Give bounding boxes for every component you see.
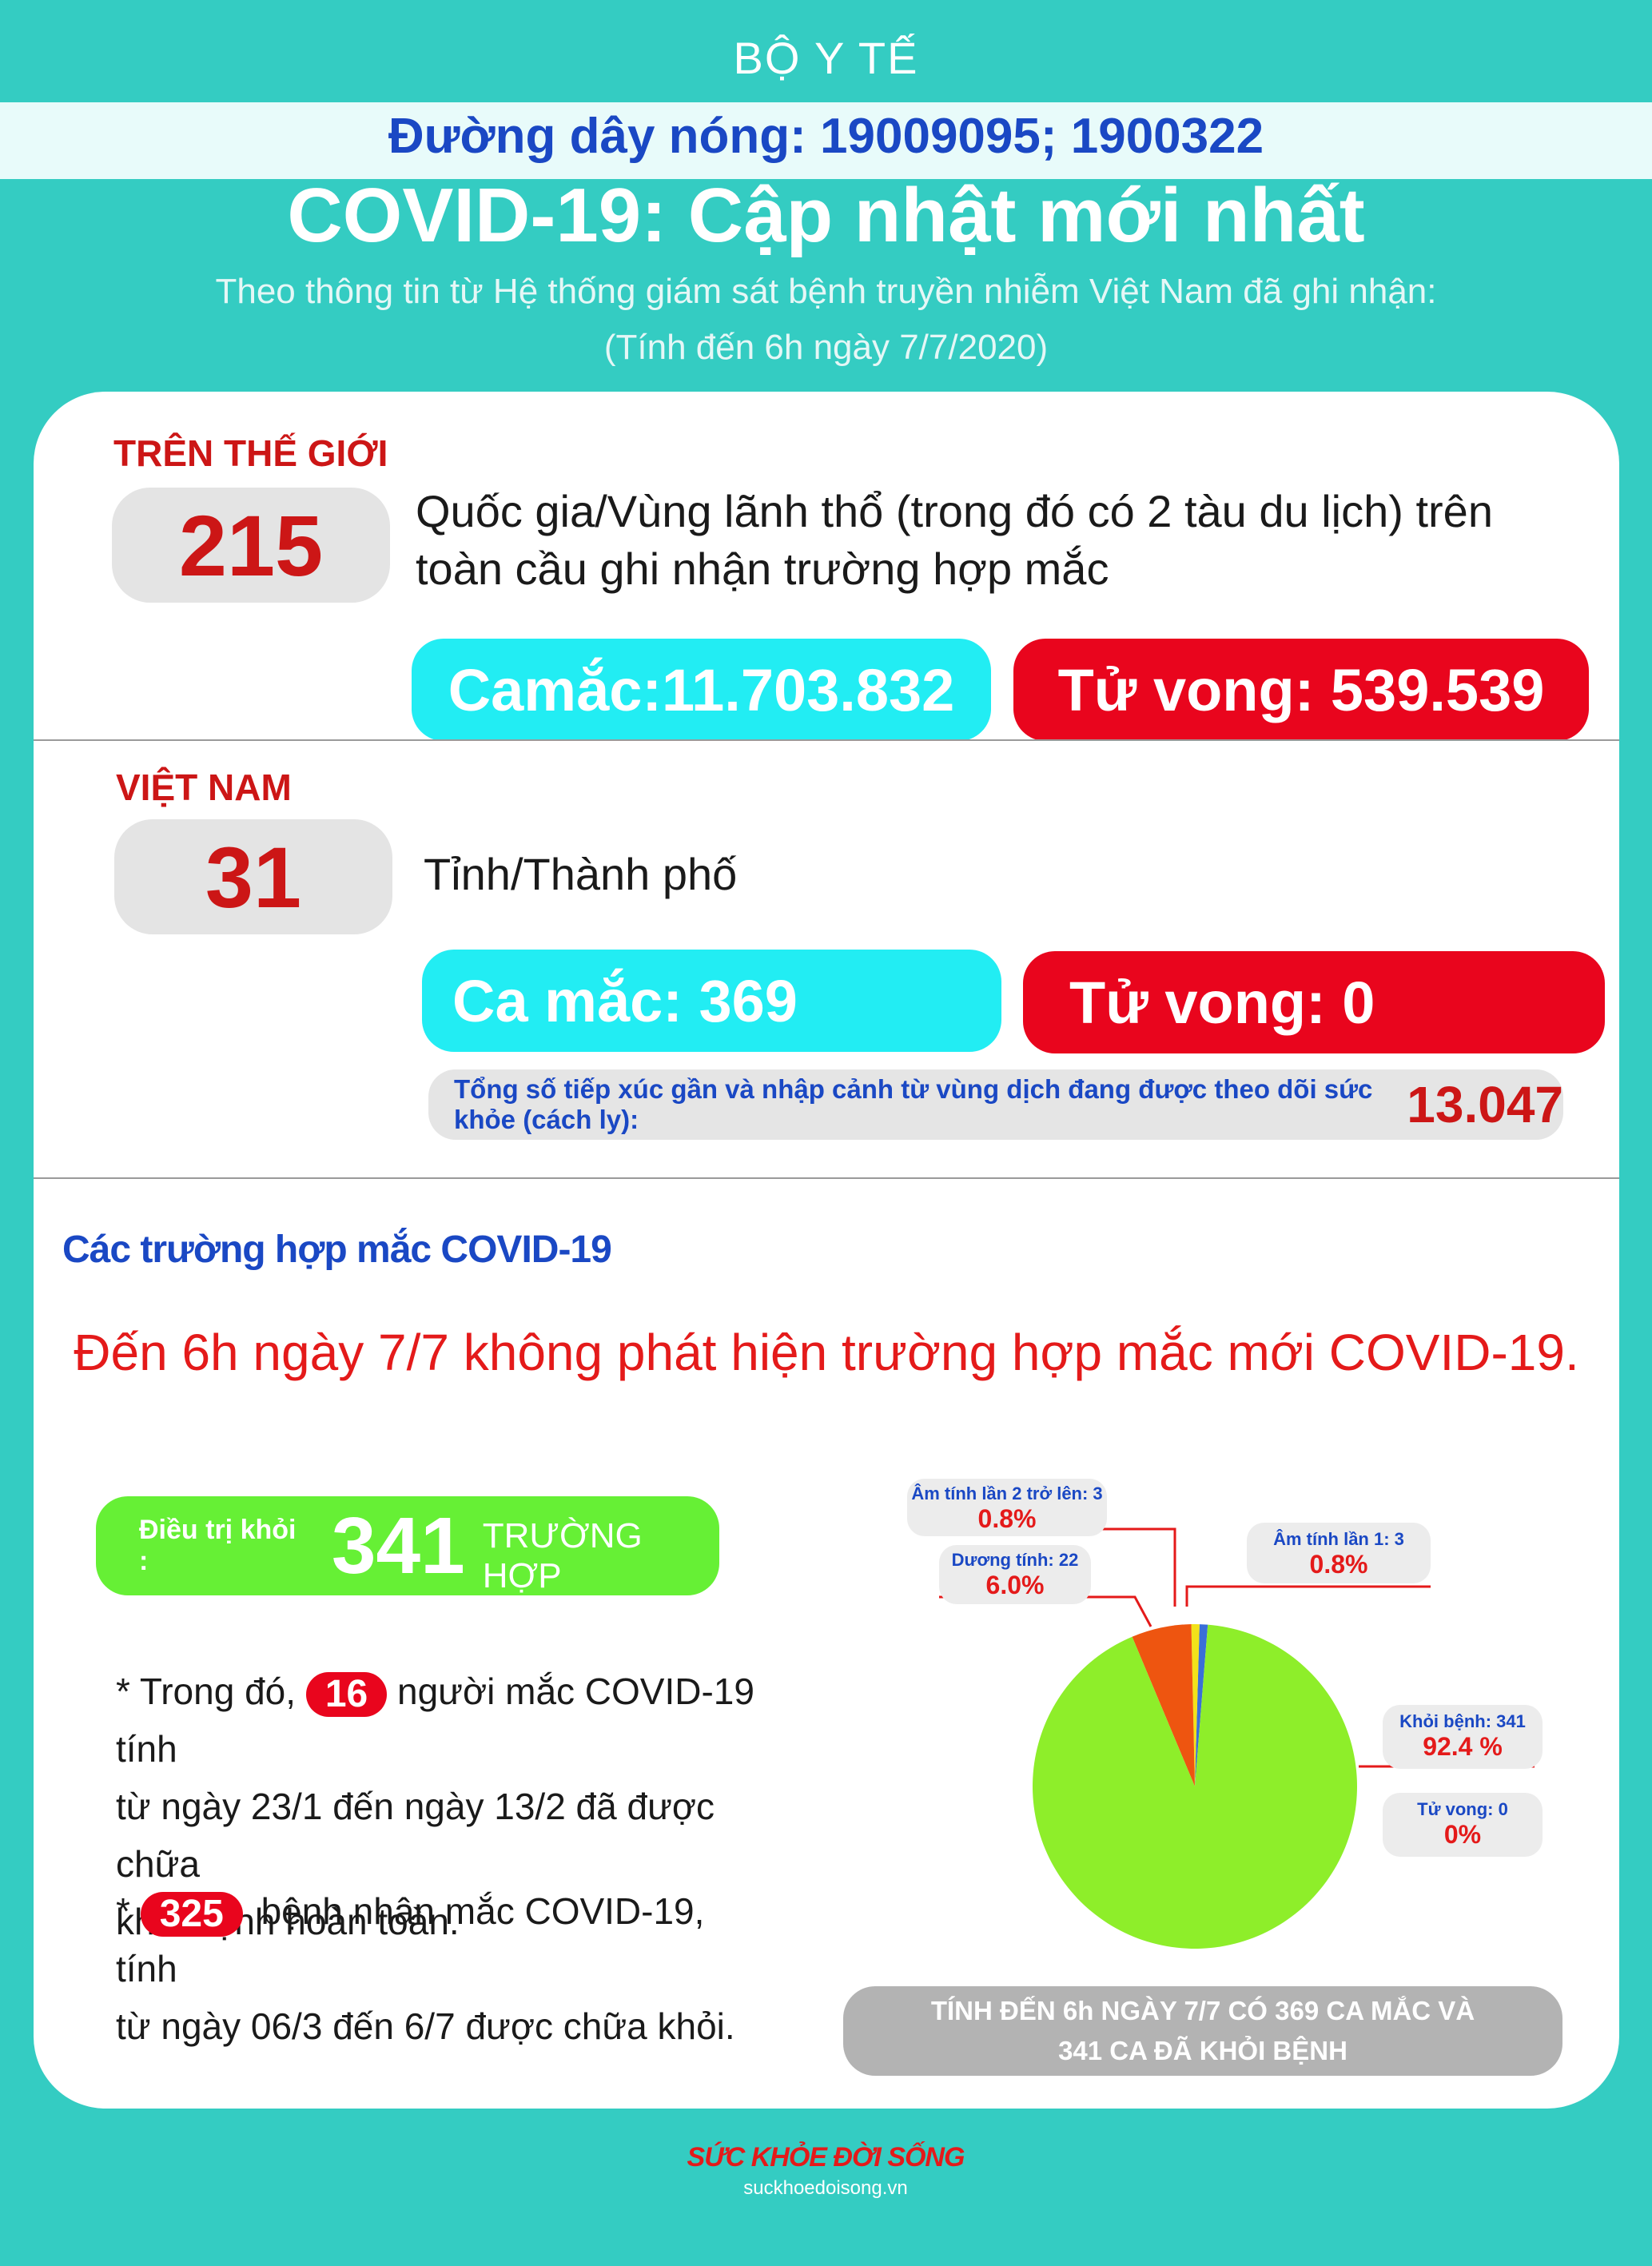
world-description: Quốc gia/Vùng lãnh thổ (trong đó có 2 tà…	[416, 486, 1493, 594]
label-deaths-pct: 0%	[1443, 1820, 1482, 1849]
recovered-unit: TRƯỜNG HỢP	[482, 1516, 643, 1595]
world-label: TRÊN THẾ GIỚI	[113, 432, 388, 474]
logo: SỨC KHỎE ĐỜI SỐNG	[687, 2142, 965, 2172]
vietnam-cases: Ca mắc: 369	[452, 967, 798, 1034]
label-positive-name: Dương tính: 22	[951, 1550, 1079, 1570]
vietnam-cases-pill: Ca mắc: 369	[422, 950, 1001, 1052]
page-title: COVID-19: Cập nhật mới nhất	[287, 173, 1365, 258]
slice-recovered	[1033, 1624, 1358, 1949]
vietnam-count: 31	[114, 819, 392, 934]
note1-rest: người mắc COVID-19 tính	[116, 1671, 754, 1770]
vietnam-label: VIỆT NAM	[116, 767, 292, 808]
vietnam-deaths-pill: Tử vong: 0	[1023, 951, 1605, 1053]
world-deaths: Tử vong: 539.539	[1057, 656, 1545, 723]
note2-prefix: *	[116, 1890, 130, 1932]
vietnam-deaths: Tử vong: 0	[1069, 969, 1375, 1036]
note-second-wave: * 325 bệnh nhân mắc COVID-19, tính từ ng…	[116, 1882, 771, 2055]
vietnam-description: Tỉnh/Thành phố	[424, 849, 738, 899]
leader-line-neg1	[1185, 1585, 1431, 1607]
label-recovered-pct: 92.4 %	[1423, 1732, 1503, 1761]
world-cases: Camắc:11.703.832	[448, 656, 955, 723]
world-deaths-pill: Tử vong: 539.539	[1013, 639, 1589, 741]
divider	[34, 739, 1619, 741]
label-negative-once: Âm tính lần 1: 3 0.8%	[1247, 1523, 1431, 1583]
slice-negative-twice	[1191, 1624, 1200, 1786]
note1-line2: từ ngày 23/1 đến ngày 13/2 đã được chữa	[116, 1786, 715, 1885]
label-deaths-name: Tử vong: 0	[1417, 1799, 1508, 1819]
world-cases-pill: Camắc:11.703.832	[412, 639, 991, 741]
label-recovered-name: Khỏi bệnh: 341	[1399, 1711, 1526, 1731]
cases-headline: Đến 6h ngày 7/7 không phát hiện trường h…	[74, 1324, 1579, 1381]
note-first-wave: * Trong đó, 16 người mắc COVID-19 tính t…	[116, 1663, 771, 1950]
label-negative-twice-name: Âm tính lần 2 trở lên: 3	[911, 1483, 1103, 1503]
pie-chart	[939, 1527, 1535, 1949]
world-count: 215	[112, 488, 390, 603]
label-negative-once-pct: 0.8%	[1309, 1550, 1368, 1579]
subtitle: Theo thông tin từ Hệ thống giám sát bệnh…	[215, 272, 1437, 311]
contacts-label: Tổng số tiếp xúc gần và nhập cảnh từ vùn…	[454, 1074, 1373, 1134]
contacts-value: 13.047	[1407, 1076, 1563, 1133]
recovered-pill: Điều trị khỏi : 341 TRƯỜNG HỢP	[96, 1496, 719, 1595]
recovered-value: 341	[331, 1500, 465, 1591]
label-negative-twice: Âm tính lần 2 trở lên: 3 0.8%	[907, 1479, 1107, 1536]
divider	[34, 1177, 1619, 1179]
slice-negative-once	[1195, 1624, 1208, 1786]
note1-prefix: * Trong đó,	[116, 1671, 297, 1712]
label-positive-pct: 6.0%	[985, 1571, 1045, 1599]
label-positive: Dương tính: 22 6.0%	[939, 1545, 1091, 1604]
agency-name: BỘ Y TẾ	[733, 33, 919, 83]
note2-rest: bệnh nhân mắc COVID-19, tính	[116, 1890, 705, 1989]
label-negative-twice-pct: 0.8%	[977, 1504, 1037, 1533]
recovered-label: Điều trị khỏi :	[139, 1515, 297, 1576]
label-negative-once-name: Âm tính lần 1: 3	[1273, 1529, 1404, 1549]
contacts-pill: Tổng số tiếp xúc gần và nhập cảnh từ vùn…	[428, 1069, 1563, 1140]
label-deaths: Tử vong: 0 0%	[1383, 1793, 1543, 1857]
cases-section-title: Các trường hợp mắc COVID-19	[62, 1229, 612, 1271]
note2-badge: 325	[140, 1891, 243, 1937]
summary-line2: 341 CA ĐÃ KHỎI BỆNH	[1058, 2036, 1347, 2065]
site-url[interactable]: suckhoedoisong.vn	[743, 2177, 908, 2199]
hotline: Đường dây nóng: 19009095; 1900322	[388, 109, 1264, 164]
hotline-band	[0, 102, 1652, 179]
note1-badge: 16	[305, 1671, 388, 1717]
summary-line1: TÍNH ĐẾN 6h NGÀY 7/7 CÓ 369 CA MẮC VÀ	[930, 1996, 1475, 2025]
summary-pill: TÍNH ĐẾN 6h NGÀY 7/7 CÓ 369 CA MẮC VÀ 34…	[843, 1986, 1562, 2076]
note2-line2: từ ngày 06/3 đến 6/7 được chữa khỏi.	[116, 2005, 735, 2047]
label-recovered: Khỏi bệnh: 341 92.4 %	[1383, 1705, 1543, 1769]
date-note: (Tính đến 6h ngày 7/7/2020)	[603, 328, 1049, 367]
slice-positive	[1132, 1624, 1195, 1786]
